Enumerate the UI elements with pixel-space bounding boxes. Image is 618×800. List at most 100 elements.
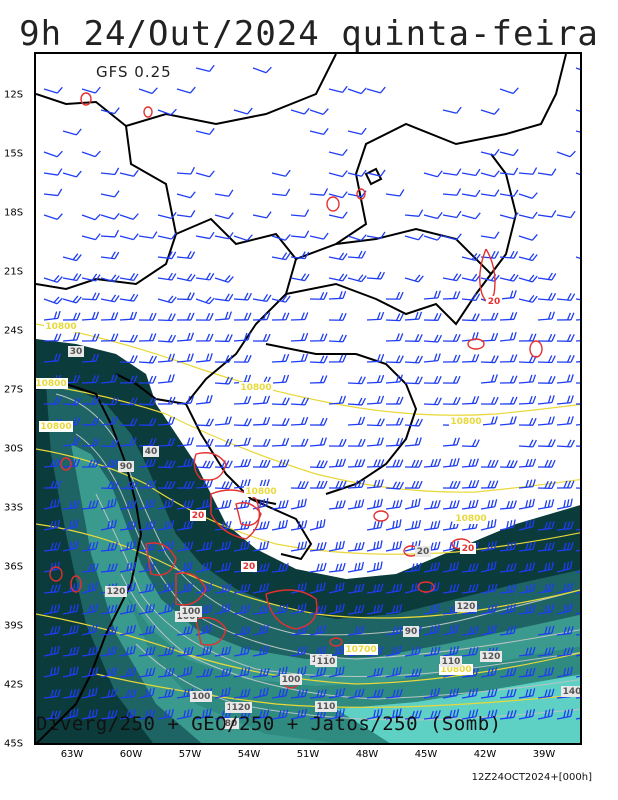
wind-barb [556,210,576,219]
wind-barb [119,213,139,220]
wind-barb [442,583,460,594]
wind-barb [461,293,481,302]
wind-barb [176,458,195,468]
lon-label: 57W [178,749,202,760]
svg-text:40: 40 [145,447,158,457]
wind-barb [252,667,270,678]
wind-barb [62,273,82,282]
svg-text:110: 110 [317,702,336,712]
wind-barb [157,251,177,260]
wind-barb [62,519,79,531]
wind-barb [119,520,137,531]
wind-barb [442,645,460,657]
wind-barb [62,295,82,304]
wind-barb [499,354,518,363]
wind-barb [347,376,366,385]
wind-barb [309,605,327,615]
wind-barb [480,519,497,531]
wind-barb [62,170,82,178]
wind-barb [347,416,366,426]
wind-barb [252,624,269,636]
wind-barb [423,397,442,406]
wind-barb [309,667,327,678]
wind-barb [43,625,61,636]
wind-barb [195,170,215,178]
wind-barb [195,460,214,469]
wind-barb [385,499,403,510]
wind-barb [157,498,174,510]
wind-barb [347,190,367,198]
wind-barb [62,603,80,615]
jet-label: 100 [280,674,302,685]
wind-barb [499,688,517,699]
wind-barb [195,438,214,447]
wind-barb [404,562,422,573]
wind-barb [252,333,271,342]
wind-barb [290,416,309,426]
wind-barb [347,625,365,636]
svg-text:90: 90 [405,627,418,637]
jet-label: 120 [105,586,127,597]
wind-barb [480,540,498,552]
wind-barb [518,688,536,699]
wind-barb [366,479,384,489]
wind-barb [480,355,499,364]
wind-barb [366,311,385,321]
wind-barb [518,192,538,199]
wind-barb [271,688,289,699]
wind-barb [157,460,176,469]
wind-barb [138,87,158,95]
wind-barb [195,296,215,305]
wind-barb [480,108,500,115]
wind-barb [309,375,328,384]
wind-barb [157,232,177,240]
wind-barb [385,666,402,678]
wind-barb [480,688,498,699]
wind-barb [100,251,120,260]
wind-barb [328,603,345,615]
map-title: 9h 24/Out/2024 quinta-feira [19,14,599,54]
geo-label: 10700 [344,644,378,655]
wind-barb [480,480,499,489]
wind-barb [442,188,462,196]
svg-text:10700: 10700 [345,645,376,655]
wind-barb [138,231,158,239]
wind-barb [480,148,500,156]
wind-barb [385,333,404,342]
geo-label: 10800 [39,421,73,432]
wind-barb [366,374,385,384]
wind-barb [309,127,329,136]
wind-barb [81,500,99,510]
wind-barb [157,708,174,720]
wind-barb [119,624,137,636]
wind-barb [233,688,251,699]
wind-barb [480,416,498,426]
wind-barb [347,583,365,594]
wind-barb [100,439,119,448]
wind-barb [195,64,215,72]
wind-barb [328,334,347,343]
svg-text:120: 120 [482,652,501,662]
wind-barb [252,211,272,219]
wind-barb [290,582,307,594]
svg-text:20: 20 [192,511,205,521]
wind-barb [385,313,404,322]
wind-barb [43,480,62,489]
wind-barb [366,583,384,594]
wind-barb [271,499,289,510]
wind-barb [499,375,518,384]
wind-barb [556,561,573,573]
wind-barb [575,422,580,426]
lon-label: 54W [237,749,261,760]
wind-barb [119,561,137,573]
wind-barb [385,481,405,490]
wind-barb [499,584,517,594]
wind-barb [385,396,404,405]
svg-text:20: 20 [243,562,256,572]
svg-text:10800: 10800 [45,322,76,332]
jet-label: 90 [118,461,134,472]
wind-barb [100,397,119,406]
wind-barb [233,540,251,552]
wind-barb [195,394,213,405]
wind-barb [423,170,443,178]
